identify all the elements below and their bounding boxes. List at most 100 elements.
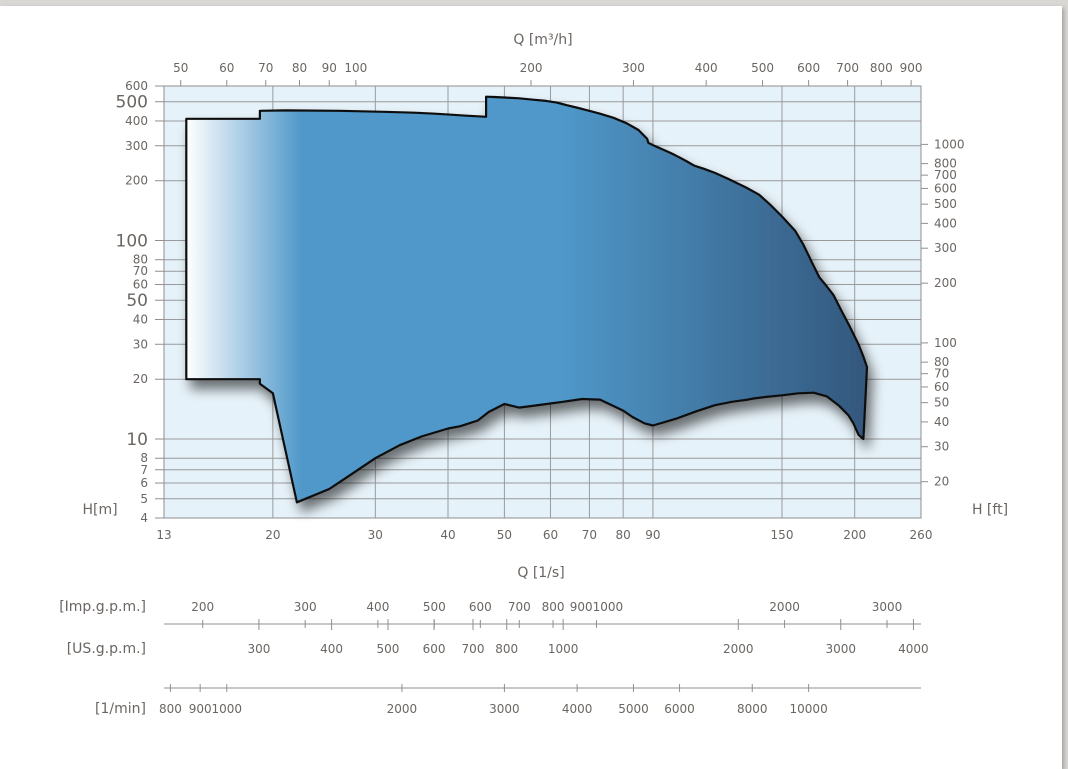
x-top-tick-label: 600: [797, 61, 820, 75]
y-axis-left-title: H[m]: [82, 502, 117, 518]
x-tick-label: 90: [645, 528, 660, 542]
x-top-tick-label: 500: [751, 61, 774, 75]
scale-label: [1/min]: [95, 701, 146, 717]
y-left-tick-label: 80: [133, 253, 148, 267]
y-right-tick-label: 100: [934, 336, 957, 350]
y-right-tick-label: 700: [934, 168, 957, 182]
y-right-tick-label: 500: [934, 197, 957, 211]
scale-tick-label: 300: [294, 600, 317, 614]
scale-label: [Imp.g.p.m.]: [59, 599, 146, 615]
x-tick-label: 20: [265, 528, 280, 542]
x-top-tick-label: 900: [900, 61, 923, 75]
scale-tick-label: 3000: [825, 642, 856, 656]
scale-tick-label: 3000: [489, 702, 520, 716]
y-left-tick-label: 200: [125, 174, 148, 188]
y-left-tick-label: 7: [140, 463, 148, 477]
scale-tick-label: 800: [495, 642, 518, 656]
x-tick-label: 70: [582, 528, 597, 542]
scale-tick-label: 2000: [387, 702, 418, 716]
y-right-tick-label: 80: [934, 355, 949, 369]
scale-tick-label: 600: [423, 642, 446, 656]
y-left-tick-label: 600: [125, 79, 148, 93]
y-left-tick-label: 30: [133, 337, 148, 351]
x-tick-label: 13: [156, 528, 171, 542]
x-axis-top-title: Q [m³/h]: [513, 32, 572, 48]
y-right-tick-label: 600: [934, 181, 957, 195]
scale-tick-label: 2000: [769, 600, 800, 614]
scale-tick-label: 800: [159, 702, 182, 716]
y-axis-right-title: H [ft]: [972, 502, 1008, 518]
y-left-tick-label: 40: [133, 312, 148, 326]
scale-tick-label: 1000: [548, 642, 579, 656]
scale-tick-label: 500: [377, 642, 400, 656]
y-right-tick-label: 40: [934, 415, 949, 429]
y-right-tick-label: 400: [934, 216, 957, 230]
chart-card: 13 20 30 40 50 60 70 80 90 150 200 260 50 60 70 80 90 100…: [0, 6, 1062, 769]
y-right-tick-label: 50: [934, 396, 949, 410]
scale-tick-label: 1000: [212, 702, 243, 716]
scale-tick-label: 900: [189, 702, 212, 716]
y-left-tick-label: 5: [140, 492, 148, 506]
scale-tick-label: 400: [366, 600, 389, 614]
scale-tick-label: 4000: [898, 642, 929, 656]
scale-tick-label: 10000: [790, 702, 828, 716]
y-right-tick-label: 60: [934, 380, 949, 394]
x-top-tick-label: 90: [322, 61, 337, 75]
y-left-tick-label: 8: [140, 451, 148, 465]
scale-tick-label: 9001000: [570, 600, 623, 614]
y-left-tick-label: 300: [125, 139, 148, 153]
scale-tick-label: 300: [247, 642, 270, 656]
y-right-tick-label: 70: [934, 367, 949, 381]
y-left-tick-label: 400: [125, 114, 148, 128]
x-tick-label: 200: [843, 528, 866, 542]
x-top-tick-label: 100: [344, 61, 367, 75]
y-right-tick-label: 800: [934, 157, 957, 171]
scale-tick-label: 2000: [723, 642, 754, 656]
x-tick-label: 50: [497, 528, 512, 542]
y-left-tick-label: 20: [133, 372, 148, 386]
x-top-tick-label: 700: [836, 61, 859, 75]
y-right-tick-label: 300: [934, 241, 957, 255]
x-top-tick-label: 50: [173, 61, 188, 75]
scale-tick-label: 6000: [664, 702, 695, 716]
x-top-tick-label: 70: [258, 61, 273, 75]
x-top-tick-label: 800: [870, 61, 893, 75]
scale-tick-label: 700: [508, 600, 531, 614]
scale-tick-label: 200: [191, 600, 214, 614]
unit-conversion-scales: [Imp.g.p.m.] 200 300 400 500 600 700 800 9001000…: [59, 599, 929, 717]
y-right-tick-label: 200: [934, 276, 957, 290]
y-left-big-tick-label: 500: [116, 93, 148, 113]
x-tick-label: 60: [543, 528, 558, 542]
y-left-tick-label: 60: [133, 278, 148, 292]
x-top-tick-label: 200: [520, 61, 543, 75]
x-top-tick-label: 300: [622, 61, 645, 75]
performance-envelope: [185, 95, 869, 504]
x-top-tick-label: 80: [292, 61, 307, 75]
scale-tick-label: 700: [462, 642, 485, 656]
scale-tick-label: 400: [320, 642, 343, 656]
performance-area: [185, 95, 869, 504]
y-left-big-tick-label: 100: [116, 231, 148, 251]
scale-tick-label: 5000: [618, 702, 649, 716]
x-axis-title: Q [1/s]: [517, 565, 564, 581]
scale-tick-label: 800: [542, 600, 565, 614]
y-left-big-tick-label: 10: [126, 430, 148, 450]
x-tick-label: 80: [616, 528, 631, 542]
x-tick-label: 260: [910, 528, 933, 542]
scale-tick-label: 8000: [737, 702, 768, 716]
y-left-tick-label: 70: [133, 264, 148, 278]
scale-tick-label: 600: [469, 600, 492, 614]
y-right-tick-label: 20: [934, 475, 949, 489]
scale-tick-label: 500: [423, 600, 446, 614]
plot-frame: [163, 85, 922, 519]
y-right-tick-label: 30: [934, 440, 949, 454]
x-tick-label: 30: [368, 528, 383, 542]
x-tick-label: 40: [440, 528, 455, 542]
y-left-tick-label: 6: [140, 476, 148, 490]
x-tick-label: 150: [771, 528, 794, 542]
scale-tick-label: 3000: [872, 600, 903, 614]
y-right-tick-label: 1000: [934, 137, 965, 151]
x-top-tick-label: 400: [695, 61, 718, 75]
